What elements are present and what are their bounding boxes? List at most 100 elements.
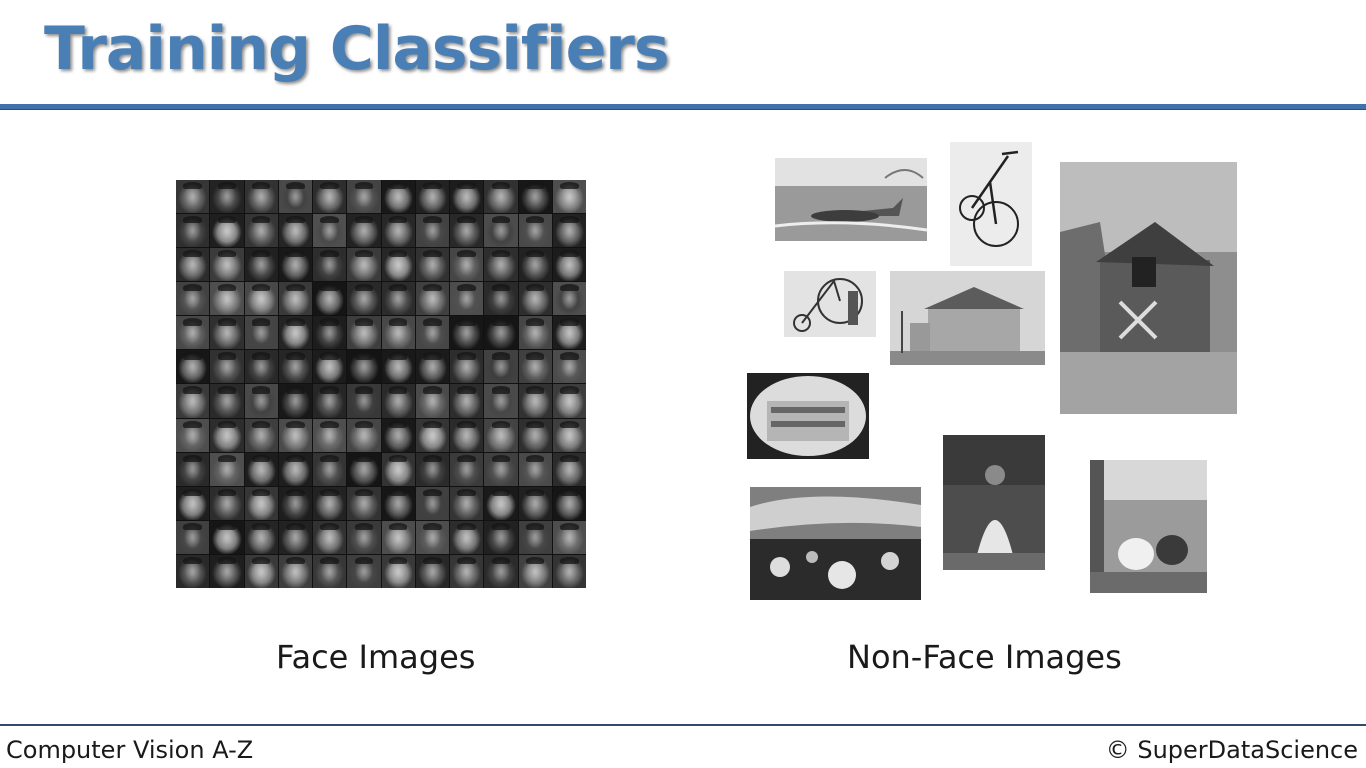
old-house-photo <box>1060 162 1237 414</box>
face-thumbnail <box>210 180 244 214</box>
face-thumbnail <box>484 554 518 588</box>
face-thumbnail <box>518 214 552 248</box>
face-thumbnail <box>347 384 381 418</box>
face-thumbnail <box>415 350 449 384</box>
face-thumbnail <box>278 384 312 418</box>
face-thumbnail <box>484 282 518 316</box>
face-thumbnail <box>244 520 278 554</box>
face-thumbnail <box>313 316 347 350</box>
face-thumbnail <box>313 214 347 248</box>
face-thumbnail <box>244 316 278 350</box>
face-thumbnail <box>518 554 552 588</box>
face-thumbnail <box>415 180 449 214</box>
face-thumbnail <box>244 418 278 452</box>
face-thumbnail <box>313 384 347 418</box>
face-thumbnail <box>313 520 347 554</box>
face-thumbnail <box>381 418 415 452</box>
face-thumbnail <box>347 520 381 554</box>
face-thumbnail <box>484 180 518 214</box>
face-thumbnail <box>415 248 449 282</box>
face-thumbnail <box>518 384 552 418</box>
face-thumbnail <box>415 452 449 486</box>
face-thumbnail <box>176 384 210 418</box>
face-thumbnail <box>176 452 210 486</box>
face-thumbnail <box>210 282 244 316</box>
face-thumbnail <box>518 452 552 486</box>
face-thumbnail <box>415 384 449 418</box>
face-thumbnail <box>381 452 415 486</box>
face-thumbnail <box>347 282 381 316</box>
face-thumbnail <box>244 452 278 486</box>
face-thumbnail <box>450 418 484 452</box>
face-thumbnail <box>278 180 312 214</box>
face-thumbnail <box>415 520 449 554</box>
face-thumbnail <box>210 418 244 452</box>
face-thumbnail <box>450 316 484 350</box>
face-thumbnail <box>518 316 552 350</box>
face-thumbnail <box>381 350 415 384</box>
face-thumbnail <box>210 384 244 418</box>
face-thumbnail <box>484 486 518 520</box>
face-thumbnail <box>278 554 312 588</box>
face-thumbnail <box>313 248 347 282</box>
face-thumbnail <box>518 486 552 520</box>
face-thumbnail <box>313 282 347 316</box>
face-thumbnail <box>176 214 210 248</box>
face-thumbnail <box>484 316 518 350</box>
face-thumbnail <box>381 384 415 418</box>
face-thumbnail <box>278 418 312 452</box>
seaplane-photo <box>775 158 927 241</box>
dogs-photo <box>1090 460 1207 593</box>
footer-course: Computer Vision A-Z <box>6 736 254 764</box>
face-thumbnail <box>552 418 586 452</box>
face-thumbnail <box>552 180 586 214</box>
face-thumbnail <box>484 214 518 248</box>
face-thumbnail <box>313 350 347 384</box>
face-thumbnail <box>347 316 381 350</box>
building-photo <box>747 373 869 459</box>
face-thumbnail <box>210 554 244 588</box>
face-thumbnail <box>484 248 518 282</box>
face-thumbnail <box>176 316 210 350</box>
face-images-mosaic <box>176 180 586 588</box>
face-thumbnail <box>518 180 552 214</box>
face-thumbnail <box>381 180 415 214</box>
face-thumbnail <box>552 316 586 350</box>
face-thumbnail <box>381 316 415 350</box>
face-thumbnail <box>484 520 518 554</box>
face-thumbnail <box>415 316 449 350</box>
bicycle-photo <box>950 142 1032 266</box>
face-thumbnail <box>381 248 415 282</box>
face-thumbnail <box>244 486 278 520</box>
face-thumbnail <box>518 350 552 384</box>
face-thumbnail <box>450 248 484 282</box>
face-thumbnail <box>381 520 415 554</box>
farmhouse-photo <box>890 271 1045 365</box>
face-thumbnail <box>244 248 278 282</box>
face-thumbnail <box>552 248 586 282</box>
face-thumbnail <box>552 384 586 418</box>
face-thumbnail <box>347 350 381 384</box>
footer-copyright: © SuperDataScience <box>1105 736 1358 764</box>
slide-title: Training Classifiers <box>44 14 670 84</box>
face-thumbnail <box>176 520 210 554</box>
face-thumbnail <box>210 248 244 282</box>
face-thumbnail <box>415 554 449 588</box>
face-thumbnail <box>484 350 518 384</box>
face-thumbnail <box>484 384 518 418</box>
face-thumbnail <box>552 350 586 384</box>
face-thumbnail <box>518 418 552 452</box>
face-thumbnail <box>518 520 552 554</box>
face-thumbnail <box>313 486 347 520</box>
face-thumbnail <box>347 554 381 588</box>
face-thumbnail <box>450 384 484 418</box>
face-thumbnail <box>278 452 312 486</box>
face-thumbnail <box>347 486 381 520</box>
face-thumbnail <box>347 248 381 282</box>
face-thumbnail <box>176 418 210 452</box>
face-thumbnail <box>313 180 347 214</box>
girl-in-field-photo <box>943 435 1045 570</box>
face-thumbnail <box>176 180 210 214</box>
face-thumbnail <box>552 554 586 588</box>
face-images-label: Face Images <box>276 638 476 676</box>
